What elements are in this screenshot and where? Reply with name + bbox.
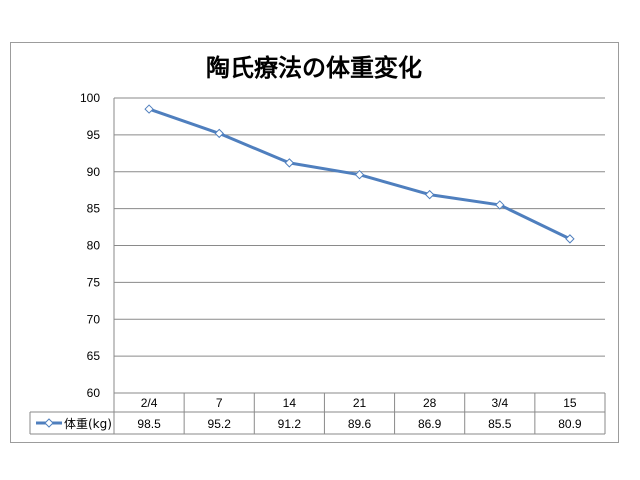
y-tick-label: 90 [87,165,101,179]
data-point [354,169,365,180]
y-tick-label: 95 [87,128,101,142]
table-value-cell: 95.2 [208,417,232,431]
y-axis-ticks: 100 95 90 85 80 75 70 65 60 [80,91,100,400]
table-value-cell: 80.9 [558,417,582,431]
table-value-cell: 89.6 [348,417,372,431]
y-tick-label: 85 [87,202,101,216]
table-value-cell: 91.2 [278,417,302,431]
y-tick-label: 60 [87,386,101,400]
x-tick-label: 15 [563,396,577,410]
x-tick-label: 21 [353,396,367,410]
x-tick-label: 3/4 [491,396,508,410]
legend-label: 体重(kg) [64,417,112,431]
data-point [424,189,435,200]
y-tick-label: 80 [87,239,101,253]
data-table: 2/4 7 14 21 28 3/4 15 98.5 95.2 91.2 89.6 86.9 85.5 8… [29,98,606,435]
data-point [565,234,575,244]
data-point [214,128,224,139]
y-tick-label: 70 [87,312,101,326]
data-point [284,158,295,168]
y-tick-label: 75 [87,275,101,289]
table-value-cell: 98.5 [137,417,161,431]
x-tick-label: 28 [423,396,437,410]
x-tick-label: 14 [283,396,297,410]
data-point [495,200,505,210]
table-value-cell: 85.5 [488,417,512,431]
x-tick-label: 2/4 [141,396,158,410]
x-tick-label: 7 [216,396,223,410]
data-point [144,104,154,114]
gridlines [114,97,605,357]
table-value-cell: 86.9 [418,417,442,431]
chart-frame [10,42,619,443]
series-layer [144,104,575,244]
legend-marker [44,418,54,428]
chart-title: 陶氏療法の体重変化 [206,54,422,82]
y-tick-label: 65 [87,349,101,363]
y-tick-label: 100 [80,91,100,105]
